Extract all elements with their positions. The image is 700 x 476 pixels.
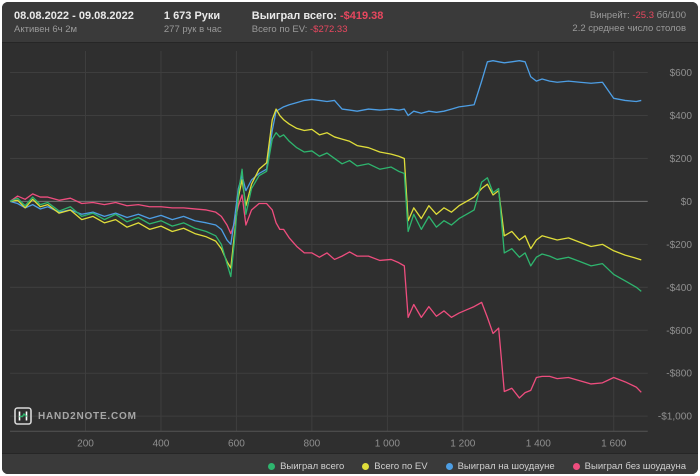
legend-item-won-total[interactable]: Выиграл всего <box>268 461 344 472</box>
ev-total-row: Всего по EV: -$272.33 <box>252 24 384 35</box>
x-axis-label: 800 <box>304 438 321 449</box>
y-axis-label: $200 <box>670 154 693 165</box>
legend-label-won-showdown: Выиграл на шоудауне <box>457 460 555 472</box>
winrate-value: -25.3 <box>632 10 654 21</box>
avg-tables: 2.2 среднее число столов <box>572 23 686 34</box>
active-time: Активен 6ч 2м <box>14 23 78 35</box>
x-axis-label: 600 <box>228 438 245 449</box>
x-axis-label: 1 600 <box>601 438 627 449</box>
date-range: 08.08.2022 - 09.08.2022 <box>14 9 134 22</box>
hands-stats-group: 1 673 Руки 277 рук в час <box>164 10 222 35</box>
session-stats-header: 08.08.2022 - 09.08.2022 Активен 6ч 2м 1 … <box>2 2 698 43</box>
won-total-value: -$419.38 <box>339 9 384 22</box>
session-dates-group: 08.08.2022 - 09.08.2022 Активен 6ч 2м <box>14 10 134 35</box>
hands-count: 1 673 Руки <box>163 9 221 22</box>
y-axis-label: -$800 <box>666 369 692 380</box>
series-line-won-showdown[interactable] <box>9 60 642 246</box>
won-total-row: Выиграл всего: -$419.38 <box>252 10 384 22</box>
winnings-stats-group: Выиграл всего: -$419.38 Всего по EV: -$2… <box>252 10 384 35</box>
hands-per-hour: 277 рук в час <box>163 23 222 35</box>
legend-dot-won-non-showdown-icon <box>572 462 580 470</box>
graph-legend: Выиграл всего Всего по EV Выиграл на шоу… <box>2 453 698 474</box>
legend-dot-ev-total-icon <box>362 462 370 470</box>
series-line-ev-total[interactable] <box>9 108 642 269</box>
y-axis-label: -$200 <box>666 240 692 251</box>
x-axis-label: 400 <box>153 438 170 449</box>
legend-item-won-showdown[interactable]: Выиграл на шоудауне <box>445 460 555 472</box>
series-line-won-non-showdown[interactable] <box>9 193 642 399</box>
x-axis-label: 1 400 <box>526 438 552 449</box>
winnings-graph-canvas[interactable]: 200 400 600 800 1 000 1 200 1 400 1 600 $600 $400… <box>2 43 698 453</box>
y-axis-label: -$1,000 <box>658 412 692 423</box>
hand2note-logo-text: HAND2NOTE.COM <box>38 410 137 422</box>
x-axis-label: 1 000 <box>375 438 401 449</box>
series-line-won-total[interactable] <box>9 132 642 292</box>
y-axis-label: -$600 <box>666 326 692 337</box>
y-axis-label: $400 <box>670 111 693 122</box>
winrate-label: Винрейт: <box>589 10 630 21</box>
winnings-graph-area[interactable]: 200 400 600 800 1 000 1 200 1 400 1 600 $600 $400… <box>2 43 698 454</box>
hand2note-logo: HAND2NOTE.COM <box>14 407 137 426</box>
legend-item-won-non-showdown[interactable]: Выиграл без шоудауна <box>572 460 686 472</box>
x-axis-label: 1 200 <box>450 438 476 449</box>
legend-label-won-total: Выиграл всего <box>280 460 345 472</box>
winrate-row: Винрейт: -25.3 бб/100 <box>590 10 686 21</box>
x-axis-label: 200 <box>77 438 94 449</box>
legend-item-ev-total[interactable]: Всего по EV <box>362 460 428 472</box>
legend-dot-won-showdown-icon <box>445 462 453 470</box>
y-axis-label: $0 <box>681 197 693 208</box>
y-axis-label: -$400 <box>666 283 692 294</box>
y-axis-label: $600 <box>670 68 693 79</box>
legend-label-won-non-showdown: Выиграл без шоудауна <box>584 460 686 472</box>
winrate-unit: бб/100 <box>656 10 686 21</box>
hand2note-logo-icon <box>14 407 32 426</box>
legend-dot-won-total-icon <box>268 462 276 470</box>
won-total-label: Выиграл всего: <box>251 9 337 22</box>
winrate-stats-group: Винрейт: -25.3 бб/100 2.2 среднее число … <box>572 10 686 34</box>
legend-label-ev-total: Всего по EV <box>374 460 428 472</box>
ev-total-label: Всего по EV: <box>251 23 308 35</box>
ev-total-value: -$272.33 <box>310 23 348 35</box>
